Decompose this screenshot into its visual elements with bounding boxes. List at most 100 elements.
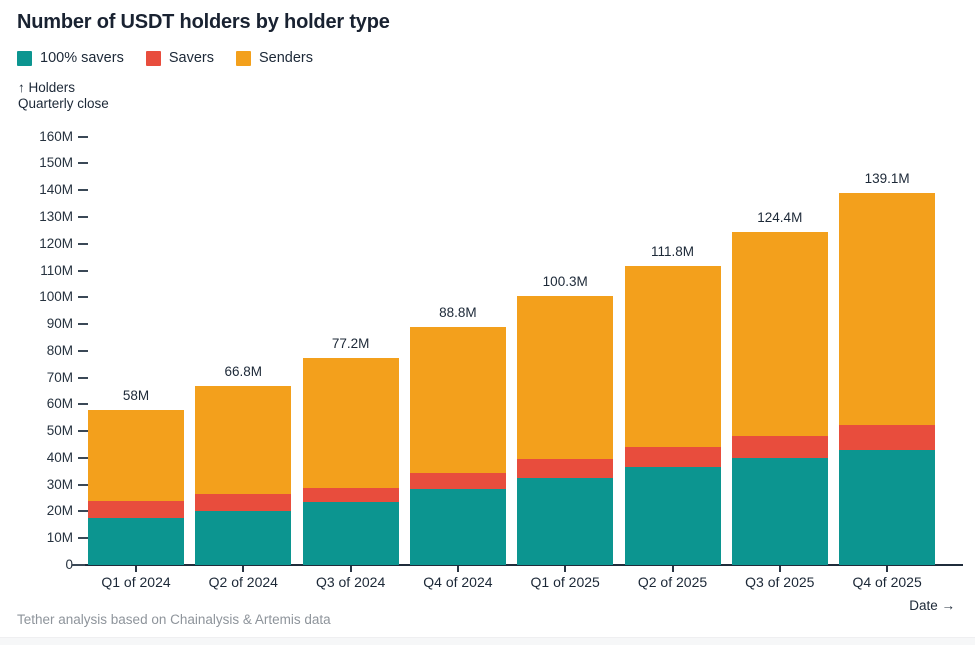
bar-total-label: 66.8M (224, 364, 263, 380)
y-tick-mark (78, 349, 88, 352)
y-tick-label: 30M (46, 476, 73, 492)
x-axis-line (85, 564, 963, 566)
y-tick-label: 90M (46, 316, 73, 332)
page-title: Number of USDT holders by holder type (17, 11, 390, 33)
y-tick-label: 110M (40, 262, 73, 278)
bar-segment-savers (195, 494, 292, 512)
bottom-strip (0, 637, 975, 645)
y-tick-label: 80M (46, 342, 73, 358)
chart-legend: 100% savers Savers Senders (17, 50, 313, 66)
x-tick-label: Q3 of 2024 (315, 574, 386, 590)
bar-segment-savers (624, 446, 721, 468)
legend-label: Senders (258, 50, 313, 66)
y-tick-mark (78, 403, 88, 406)
y-tick-label: 130M (39, 208, 73, 224)
bar-segment-savers (88, 501, 184, 519)
x-tick-mark (242, 566, 245, 572)
bar-segment-100-savers (731, 458, 828, 565)
legend-item-100-savers: 100% savers (17, 50, 124, 66)
y-tick-label: 0 (65, 557, 73, 572)
x-tick-label: Q1 of 2024 (101, 574, 171, 590)
y-axis-title-line1: ↑ Holders (18, 80, 76, 95)
legend-swatch-icon (17, 50, 32, 66)
y-tick-mark (78, 510, 88, 513)
y-tick-mark (78, 537, 88, 540)
bar-segment-savers (731, 435, 828, 459)
y-tick-label: 150M (39, 155, 73, 171)
y-tick-mark (78, 456, 88, 459)
bar-total-label: 111.8M (650, 243, 695, 259)
y-tick-mark (78, 430, 88, 433)
bar-segment-100-savers (409, 488, 506, 565)
y-tick-label: 120M (39, 235, 73, 251)
x-tick-mark (456, 566, 459, 572)
bar-q1-of-2024 (88, 409, 184, 565)
bar-segment-senders (88, 409, 184, 501)
y-tick-label: 20M (46, 503, 73, 519)
bar-segment-savers (409, 473, 506, 489)
y-tick-mark (78, 135, 88, 138)
bar-total-label: 139.1M (864, 170, 910, 186)
y-tick-mark (78, 269, 88, 272)
y-tick-mark (78, 189, 88, 192)
bar-segment-senders (839, 192, 936, 425)
y-tick-label: 100M (39, 289, 73, 305)
x-tick-mark (564, 566, 567, 572)
bar-total-label: 77.2M (331, 336, 370, 352)
y-axis-title-line2: Quarterly close (18, 96, 109, 111)
bar-total-label: 100.3M (542, 274, 588, 290)
x-axis-title: Date → (909, 598, 955, 613)
y-tick-mark (78, 162, 88, 165)
legend-label: Savers (168, 50, 214, 66)
y-tick-label: 10M (46, 530, 73, 546)
x-tick-mark (886, 566, 889, 572)
y-tick-label: 50M (46, 423, 73, 439)
y-tick-mark (78, 323, 88, 326)
bar-segment-senders (195, 386, 292, 495)
y-tick-mark (78, 215, 88, 218)
x-tick-label: Q4 of 2024 (423, 574, 493, 590)
bar-segment-savers (839, 424, 936, 450)
bar-q4-of-2024 (409, 327, 506, 565)
y-tick-mark (78, 483, 88, 486)
x-tick-label: Q2 of 2024 (208, 574, 278, 590)
bar-q1-of-2025 (517, 296, 614, 565)
y-tick-label: 70M (46, 369, 73, 385)
x-tick-label: Q3 of 2025 (745, 574, 815, 590)
bar-segment-100-savers (88, 518, 184, 565)
bar-segment-100-savers (302, 501, 399, 565)
bar-segment-senders (731, 231, 828, 436)
x-tick-mark (135, 566, 137, 572)
y-axis-title: ↑ Holders Quarterly close (18, 80, 109, 112)
y-tick-mark (72, 564, 88, 566)
legend-item-senders: Senders (235, 50, 313, 66)
legend-swatch-icon (145, 50, 161, 66)
y-tick-label: 40M (46, 449, 73, 465)
bar-segment-senders (302, 358, 399, 488)
bar-q3-of-2024 (302, 358, 399, 565)
bar-q2-of-2024 (195, 386, 292, 565)
x-tick-mark (671, 566, 674, 572)
y-tick-mark (78, 296, 88, 299)
legend-item-savers: Savers (145, 50, 214, 66)
bar-segment-100-savers (624, 467, 721, 565)
bar-q3-of-2025 (731, 231, 828, 565)
bar-segment-savers (302, 487, 399, 502)
bar-q4-of-2025 (839, 192, 936, 565)
y-tick-mark (78, 376, 88, 379)
bar-segment-100-savers (839, 449, 936, 565)
x-tick-label: Q2 of 2025 (637, 574, 708, 590)
bar-segment-100-savers (195, 511, 292, 565)
x-tick-label: Q1 of 2025 (530, 574, 600, 590)
legend-swatch-icon (235, 50, 251, 66)
x-tick-label: Q4 of 2025 (852, 574, 922, 590)
bar-total-label: 58M (122, 387, 150, 403)
y-tick-label: 140M (39, 182, 73, 198)
x-tick-mark (778, 566, 781, 572)
bar-segment-senders (409, 327, 506, 474)
y-tick-label: 160M (39, 128, 73, 144)
bar-segment-100-savers (517, 477, 614, 565)
source-note: Tether analysis based on Chainalysis & A… (17, 612, 331, 627)
bar-segment-senders (624, 265, 721, 447)
